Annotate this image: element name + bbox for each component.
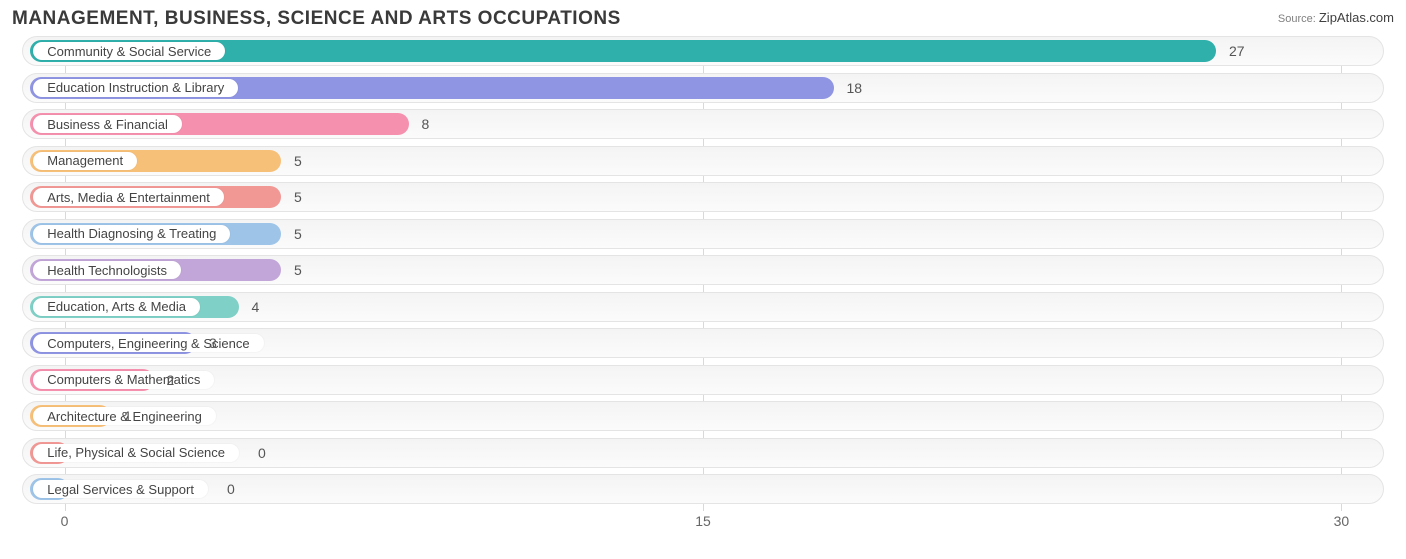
chart-source: Source: ZipAtlas.com — [1278, 8, 1394, 25]
bar-row: Health Diagnosing & Treating 5 — [22, 219, 1384, 249]
x-tick: 30 — [1334, 513, 1350, 529]
bar-value: 5 — [284, 220, 302, 248]
bars-group: Community & Social Service 27 Education In… — [22, 36, 1384, 504]
bar-row: Legal Services & Support 0 — [22, 474, 1384, 504]
bar-row: Management 5 — [22, 146, 1384, 176]
chart-title: MANAGEMENT, BUSINESS, SCIENCE AND ARTS O… — [12, 8, 621, 30]
bar-label: Education Instruction & Library — [33, 79, 238, 97]
bar-label: Life, Physical & Social Science — [33, 444, 239, 462]
bar-value: 0 — [217, 475, 235, 503]
bar-value: 5 — [284, 147, 302, 175]
bar-label: Arts, Media & Entertainment — [33, 188, 224, 206]
bar-value: 2 — [157, 366, 175, 394]
bar-row: Computers, Engineering & Science3 — [22, 328, 1384, 358]
bar-row: Business & Financial 8 — [22, 109, 1384, 139]
source-brand: ZipAtlas.com — [1319, 10, 1394, 25]
bar-row: Health Technologists 5 — [22, 255, 1384, 285]
bar-row: Arts, Media & Entertainment 5 — [22, 182, 1384, 212]
bar-value: 5 — [284, 183, 302, 211]
bar-label: Computers, Engineering & Science — [33, 334, 263, 352]
bar-row: Life, Physical & Social Science 0 — [22, 438, 1384, 468]
bar-value: 27 — [1219, 37, 1245, 65]
bar-label: Management — [33, 152, 137, 170]
bar-label: Education, Arts & Media — [33, 298, 200, 316]
bar-value: 4 — [242, 293, 260, 321]
x-tick: 15 — [695, 513, 711, 529]
chart-container: Community & Social Service 27 Education In… — [12, 36, 1394, 533]
bar-label: Health Technologists — [33, 261, 181, 279]
chart-header: MANAGEMENT, BUSINESS, SCIENCE AND ARTS O… — [12, 8, 1394, 30]
x-axis: 0 15 30 — [22, 511, 1384, 533]
plot-area: Community & Social Service 27 Education In… — [22, 36, 1384, 533]
bar-value: 18 — [837, 74, 863, 102]
bar-value: 1 — [114, 402, 132, 430]
bar-value: 5 — [284, 256, 302, 284]
bar-row: Education, Arts & Media 4 — [22, 292, 1384, 322]
bar-row: Architecture & Engineering1 — [22, 401, 1384, 431]
bar-label: Computers & Mathematics — [33, 371, 214, 389]
bar-row: Education Instruction & Library 18 — [22, 73, 1384, 103]
x-tick: 0 — [61, 513, 69, 529]
bar-value: 8 — [412, 110, 430, 138]
bar-value: 0 — [248, 439, 266, 467]
source-prefix: Source: — [1278, 13, 1316, 25]
bar-label: Health Diagnosing & Treating — [33, 225, 230, 243]
bar-value: 3 — [199, 329, 217, 357]
bar-row: Community & Social Service 27 — [22, 36, 1384, 66]
bar-label: Community & Social Service — [33, 42, 225, 60]
bar-label: Business & Financial — [33, 115, 182, 133]
bar-row: Computers & Mathematics2 — [22, 365, 1384, 395]
bar-label: Legal Services & Support — [33, 480, 208, 498]
